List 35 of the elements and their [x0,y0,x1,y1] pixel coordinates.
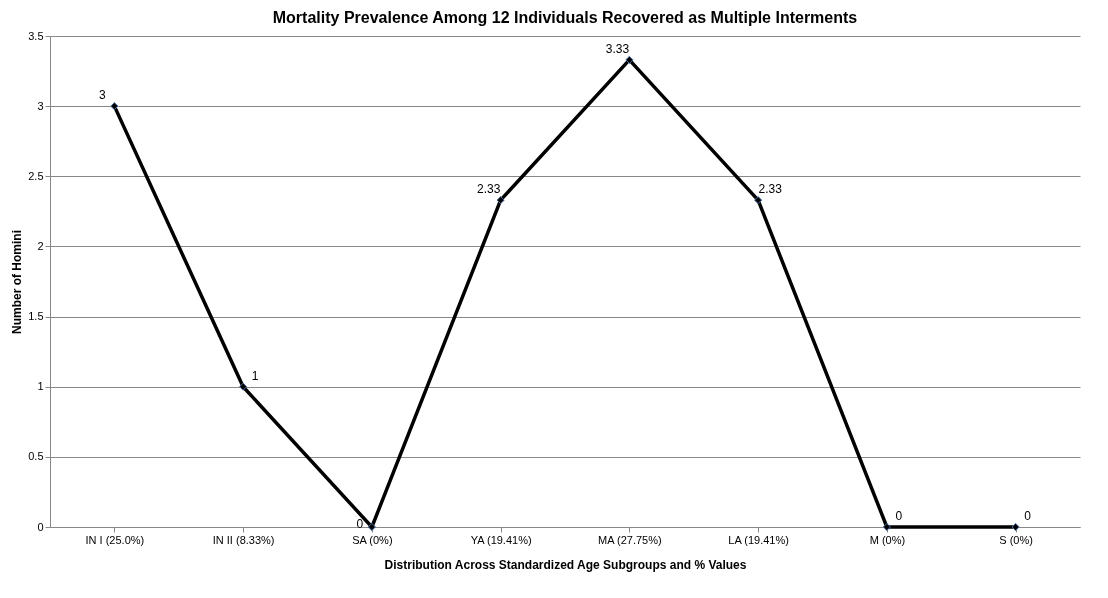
data-label: 1 [251,368,259,383]
y-tick-label: 3 [37,99,44,112]
y-tick-label: 1 [37,380,44,393]
x-tick-label: IN I (25.0%) [85,533,145,546]
point [110,102,119,111]
point [625,55,634,64]
data-label: 0 [895,509,903,523]
x-tick-label: S (0%) [999,533,1033,546]
data-label: 2.33 [476,182,501,197]
x-tick-label: LA (19.41%) [728,533,789,546]
x-tick-label: IN II (8.33%) [212,533,275,546]
point [882,522,891,532]
y-tick-label: 0 [37,520,44,533]
data-label: 0 [356,517,364,531]
x-tick-label: YA (19.41%) [470,533,532,546]
chart-title: Mortality Prevalence Among 12 Individuals Recovered as Multiple Interments [272,9,858,26]
data-label: 2.33 [758,182,783,197]
y-tick-label: 3.5 [28,29,44,42]
x-tick-label: SA (0%) [352,533,393,546]
data-label: 3 [99,88,107,103]
y-tick-label: 2 [37,239,44,252]
x-tick-label: M (0%) [869,533,906,546]
point [496,196,505,205]
point [367,522,376,532]
data-label: 0 [1024,509,1032,523]
y-tick-label: 0.5 [28,450,44,463]
x-tick-label: MA (27.75%) [598,533,662,546]
y-tick-label: 1.5 [28,310,44,323]
y-axis-title: Number of Homini [10,230,25,334]
point [754,196,763,205]
point [239,382,248,391]
point [1011,522,1020,532]
x-axis-title: Distribution Across Standardized Age Subgroups and % Values [384,557,747,572]
data-label: 3.33 [605,41,630,56]
y-tick-label: 2.5 [28,169,44,182]
